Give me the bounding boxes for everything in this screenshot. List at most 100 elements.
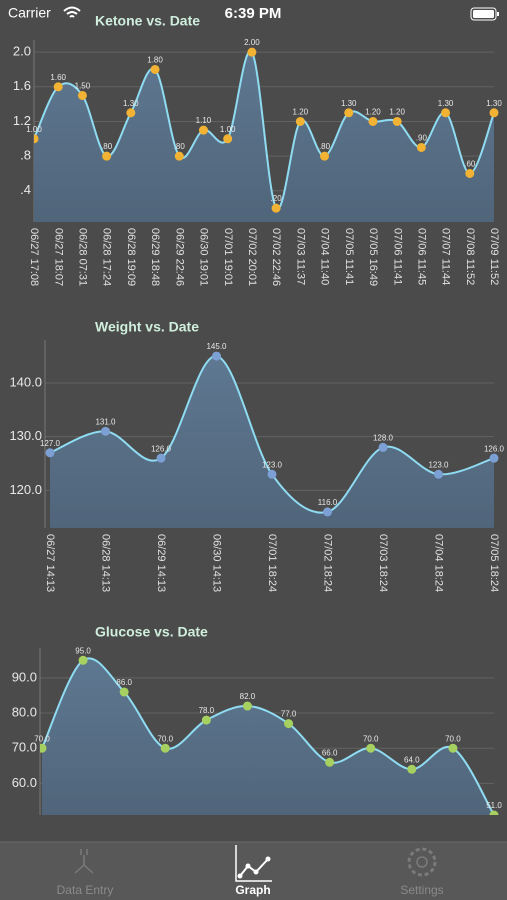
point bbox=[223, 134, 233, 144]
point bbox=[242, 701, 252, 711]
value-label: 1.00 bbox=[220, 125, 236, 134]
point bbox=[465, 168, 475, 178]
charts: Ketone vs. Date .4 .8 1.2 1.6 2.0 1.00 1.60 1.50… bbox=[9, 13, 505, 815]
x-tick-label: 07/02 20:01 bbox=[246, 228, 258, 286]
y-tick-label: 120.0 bbox=[9, 482, 42, 497]
value-label: 78.0 bbox=[199, 706, 215, 715]
wifi-icon bbox=[63, 6, 81, 18]
tab-icon-dot bbox=[237, 873, 243, 879]
x-tick-label: 06/28 17:24 bbox=[101, 228, 113, 286]
point bbox=[40, 743, 47, 753]
x-tick-label: 06/27 18:07 bbox=[52, 228, 64, 286]
y-tick-label: 140.0 bbox=[9, 374, 42, 389]
x-tick-label: 06/30 14:13 bbox=[211, 534, 223, 592]
value-label: .80 bbox=[101, 142, 113, 151]
chart: Weight vs. Date 120.0 130.0 140.0 127.0 131.0… bbox=[9, 319, 504, 592]
x-tick-label: 07/08 11:52 bbox=[464, 228, 476, 285]
y-tick-label: 2.0 bbox=[13, 44, 31, 59]
point bbox=[489, 108, 499, 118]
point bbox=[344, 108, 354, 118]
value-label: 64.0 bbox=[404, 755, 420, 764]
point bbox=[323, 507, 332, 517]
y-tick-label: .4 bbox=[20, 182, 31, 197]
point bbox=[407, 764, 417, 774]
value-label: 1.00 bbox=[26, 125, 42, 134]
point bbox=[366, 743, 376, 753]
area bbox=[42, 658, 494, 815]
x-tick-label: 07/01 19:01 bbox=[222, 228, 234, 286]
tab-settings[interactable]: Settings bbox=[400, 847, 444, 897]
value-label: 1.50 bbox=[75, 82, 91, 91]
x-tick-label: 06/29 22:46 bbox=[173, 228, 185, 286]
plot bbox=[45, 351, 499, 528]
value-label: 116.0 bbox=[318, 498, 338, 507]
value-label: 66.0 bbox=[322, 748, 338, 757]
chart-title: Ketone vs. Date bbox=[95, 13, 200, 29]
line bbox=[41, 657, 495, 815]
x-tick-label: 06/27 14:13 bbox=[44, 534, 56, 592]
x-tick-label: 07/05 16:49 bbox=[367, 228, 379, 286]
x-tick-label: 07/05 18:24 bbox=[488, 534, 500, 592]
value-label: 131.0 bbox=[95, 417, 116, 426]
point bbox=[53, 82, 63, 92]
x-tick-label: 06/28 07:31 bbox=[77, 228, 89, 286]
battery-icon bbox=[470, 7, 497, 21]
y-tick-label: 1.6 bbox=[13, 78, 31, 93]
value-label: 1.30 bbox=[486, 99, 502, 108]
chart-title: Glucose vs. Date bbox=[95, 624, 208, 640]
value-label: 126.0 bbox=[484, 444, 505, 453]
x-tick-label: 06/27 17:08 bbox=[28, 228, 40, 286]
value-label: 1.10 bbox=[196, 116, 212, 125]
point bbox=[150, 64, 160, 74]
tab-label[interactable]: Graph bbox=[235, 883, 270, 897]
tab-label[interactable]: Data Entry bbox=[57, 883, 114, 897]
point bbox=[368, 116, 378, 126]
value-label: 123.0 bbox=[428, 460, 449, 469]
point bbox=[78, 655, 88, 665]
tab-label[interactable]: Settings bbox=[400, 883, 443, 897]
point bbox=[34, 134, 39, 144]
value-label: 1.20 bbox=[365, 108, 381, 117]
y-tick-label: 1.2 bbox=[13, 113, 31, 128]
value-label: 1.20 bbox=[293, 108, 309, 117]
tab-icon-dot bbox=[253, 869, 259, 875]
point bbox=[212, 351, 221, 361]
value-label: 51.0 bbox=[486, 801, 502, 810]
battery-level bbox=[473, 10, 494, 18]
tab-icon-dot bbox=[265, 856, 271, 862]
x-tick-label: 07/07 11:44 bbox=[440, 228, 452, 285]
x-tick-label: 07/02 22:46 bbox=[270, 228, 282, 286]
y-tick-label: .8 bbox=[20, 148, 31, 163]
x-tick-label: 07/03 18:24 bbox=[377, 534, 389, 592]
point bbox=[156, 453, 166, 463]
point bbox=[101, 426, 110, 436]
x-tick-label: 06/28 19:09 bbox=[125, 228, 137, 286]
value-label: 77.0 bbox=[281, 710, 297, 719]
chart: Glucose vs. Date 60.0 70.0 80.0 90.0 70.0 95.0… bbox=[12, 624, 502, 815]
value-label: 86.0 bbox=[116, 678, 132, 687]
value-label: 1.20 bbox=[389, 108, 405, 117]
point bbox=[198, 125, 208, 135]
point bbox=[247, 47, 257, 57]
value-label: 95.0 bbox=[75, 646, 91, 655]
point bbox=[77, 90, 87, 100]
tab-data-entry[interactable]: Data Entry bbox=[57, 849, 114, 897]
value-label: .90 bbox=[416, 134, 428, 143]
point bbox=[271, 203, 281, 213]
value-label: 70.0 bbox=[363, 734, 379, 743]
point bbox=[416, 142, 426, 152]
x-tick-label: 07/02 18:24 bbox=[322, 534, 334, 592]
y-tick-label: 80.0 bbox=[12, 704, 37, 719]
tab-icon-line bbox=[239, 858, 269, 877]
point bbox=[378, 442, 388, 452]
value-label: 2.00 bbox=[244, 38, 260, 47]
x-tick-label: 06/28 14:13 bbox=[100, 534, 112, 592]
point bbox=[201, 715, 211, 725]
tab-graph[interactable]: Graph bbox=[235, 845, 272, 897]
tab-icon-gear-hole bbox=[416, 856, 428, 868]
x-tick-label: 06/30 19:01 bbox=[198, 228, 210, 286]
point bbox=[325, 757, 335, 767]
x-tick-label: 07/04 11:40 bbox=[319, 228, 331, 285]
value-label: 128.0 bbox=[373, 434, 394, 443]
